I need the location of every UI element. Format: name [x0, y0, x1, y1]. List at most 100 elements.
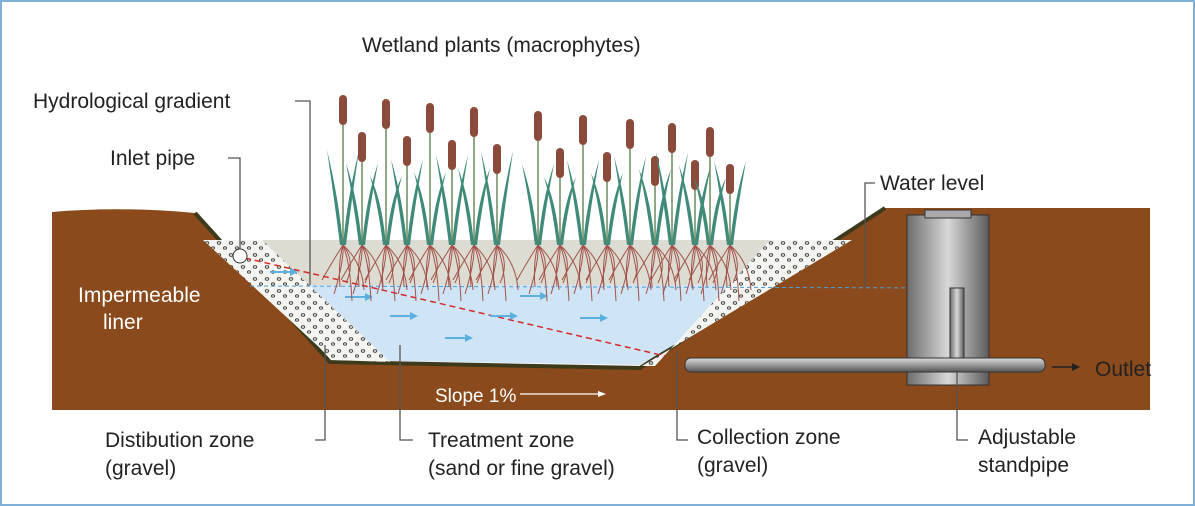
- cattail: [579, 115, 587, 145]
- root: [606, 244, 615, 284]
- root: [487, 244, 498, 295]
- outlet-pipe: [684, 357, 1046, 373]
- root: [516, 244, 539, 281]
- leader: [315, 345, 326, 441]
- root: [364, 244, 387, 281]
- root: [662, 244, 673, 295]
- root: [496, 244, 505, 284]
- root: [625, 244, 631, 288]
- root: [464, 244, 475, 295]
- cattail: [448, 140, 456, 170]
- leaf: [327, 150, 343, 245]
- root: [381, 244, 387, 288]
- cattail: [556, 148, 564, 178]
- root: [559, 244, 582, 291]
- leaf: [522, 164, 538, 245]
- leaf: [458, 168, 474, 245]
- cattail: [603, 152, 611, 182]
- leaf: [672, 152, 688, 245]
- root: [709, 244, 718, 284]
- cattail: [358, 132, 366, 162]
- leaf: [414, 172, 430, 245]
- root: [406, 244, 415, 284]
- leaf: [430, 172, 446, 245]
- root: [585, 244, 608, 281]
- root: [537, 244, 546, 284]
- root: [597, 244, 608, 295]
- root: [452, 244, 475, 281]
- root: [451, 244, 460, 284]
- root: [338, 244, 344, 288]
- title: Wetland plants (macrophytes): [362, 34, 641, 57]
- leaf: [560, 177, 576, 245]
- root: [357, 244, 363, 288]
- root: [451, 244, 474, 291]
- root: [342, 244, 353, 302]
- cattail: [691, 160, 699, 190]
- root: [671, 244, 694, 291]
- root: [561, 244, 584, 281]
- leaf: [639, 169, 655, 245]
- root: [321, 244, 344, 281]
- cattail: [403, 136, 411, 166]
- cattail: [651, 156, 659, 186]
- leaf: [607, 173, 623, 245]
- flow-arrow-head: [510, 312, 518, 320]
- root: [608, 244, 631, 281]
- leaf: [481, 151, 497, 245]
- leaf: [362, 163, 378, 245]
- root: [492, 244, 498, 288]
- leaf: [343, 150, 359, 245]
- root: [705, 244, 711, 288]
- root: [333, 244, 344, 295]
- root: [685, 244, 696, 295]
- cattail: [426, 103, 434, 133]
- root: [725, 244, 731, 288]
- label: Inlet pipe: [110, 147, 195, 170]
- root: [645, 244, 656, 295]
- inlet-pipe: [232, 248, 248, 264]
- leaf: [679, 165, 695, 245]
- label: Water level: [880, 172, 984, 195]
- flow-arrow-head: [540, 292, 548, 300]
- leaf: [544, 177, 560, 245]
- root: [606, 244, 629, 291]
- root: [342, 244, 365, 291]
- root: [573, 244, 584, 295]
- root: [673, 244, 696, 281]
- leader: [228, 157, 241, 249]
- leaf: [452, 155, 468, 245]
- leaf: [391, 159, 407, 245]
- root: [402, 244, 408, 288]
- leaf: [614, 156, 630, 245]
- root: [469, 244, 475, 288]
- distribution-gravel: [203, 240, 390, 362]
- leaf: [694, 178, 710, 245]
- root: [559, 244, 570, 302]
- label: Slope 1%: [435, 386, 516, 407]
- root: [694, 244, 717, 291]
- root: [720, 244, 731, 295]
- root: [550, 244, 561, 295]
- standpipe-chamber: [906, 214, 990, 386]
- root: [709, 244, 732, 291]
- label: Adjustable: [978, 426, 1076, 449]
- root: [473, 244, 496, 291]
- root: [361, 244, 372, 302]
- collection-gravel: [642, 240, 852, 366]
- chamber-lid: [924, 209, 972, 219]
- root: [376, 244, 387, 295]
- root: [582, 244, 591, 284]
- label: Treatment zone: [428, 429, 574, 452]
- leaf: [655, 169, 671, 245]
- root: [397, 244, 408, 295]
- root: [620, 244, 631, 295]
- root: [385, 244, 408, 281]
- root: [700, 244, 711, 295]
- leaf: [656, 152, 672, 245]
- root: [690, 244, 696, 288]
- leaf: [407, 159, 423, 245]
- cattail: [726, 164, 734, 194]
